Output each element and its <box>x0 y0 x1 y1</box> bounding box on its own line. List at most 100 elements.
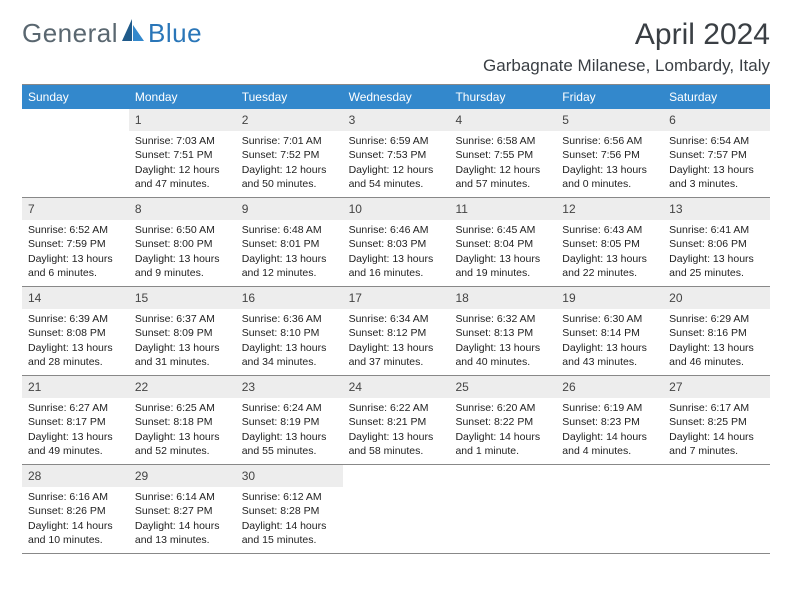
daylight-line: Daylight: 14 hours and 7 minutes. <box>669 430 764 458</box>
day-body: Sunrise: 6:43 AMSunset: 8:05 PMDaylight:… <box>556 220 663 285</box>
day-cell <box>22 109 129 197</box>
day-number: 9 <box>236 198 343 220</box>
sunrise-line: Sunrise: 6:22 AM <box>349 401 444 415</box>
daylight-line: Daylight: 12 hours and 57 minutes. <box>455 163 550 191</box>
sunrise-line: Sunrise: 6:43 AM <box>562 223 657 237</box>
sunrise-line: Sunrise: 6:37 AM <box>135 312 230 326</box>
day-body: Sunrise: 6:59 AMSunset: 7:53 PMDaylight:… <box>343 131 450 196</box>
sunset-line: Sunset: 7:59 PM <box>28 237 123 251</box>
daylight-line: Daylight: 13 hours and 43 minutes. <box>562 341 657 369</box>
day-body: Sunrise: 7:01 AMSunset: 7:52 PMDaylight:… <box>236 131 343 196</box>
empty-day <box>663 465 770 487</box>
day-number: 12 <box>556 198 663 220</box>
sunrise-line: Sunrise: 6:30 AM <box>562 312 657 326</box>
weekday-header-row: SundayMondayTuesdayWednesdayThursdayFrid… <box>22 85 770 109</box>
day-cell: 14Sunrise: 6:39 AMSunset: 8:08 PMDayligh… <box>22 287 129 375</box>
logo-text-blue: Blue <box>148 18 202 49</box>
sunrise-line: Sunrise: 6:50 AM <box>135 223 230 237</box>
day-number: 1 <box>129 109 236 131</box>
day-body: Sunrise: 6:36 AMSunset: 8:10 PMDaylight:… <box>236 309 343 374</box>
title-block: April 2024 Garbagnate Milanese, Lombardy… <box>483 18 770 76</box>
sunset-line: Sunset: 8:03 PM <box>349 237 444 251</box>
day-cell: 9Sunrise: 6:48 AMSunset: 8:01 PMDaylight… <box>236 198 343 286</box>
logo: General Blue <box>22 18 202 49</box>
day-body: Sunrise: 6:52 AMSunset: 7:59 PMDaylight:… <box>22 220 129 285</box>
daylight-line: Daylight: 13 hours and 9 minutes. <box>135 252 230 280</box>
sunset-line: Sunset: 8:10 PM <box>242 326 337 340</box>
daylight-line: Daylight: 13 hours and 34 minutes. <box>242 341 337 369</box>
sunrise-line: Sunrise: 6:45 AM <box>455 223 550 237</box>
day-body: Sunrise: 6:41 AMSunset: 8:06 PMDaylight:… <box>663 220 770 285</box>
month-title: April 2024 <box>483 18 770 52</box>
day-number: 4 <box>449 109 556 131</box>
sunrise-line: Sunrise: 6:56 AM <box>562 134 657 148</box>
week-row: 28Sunrise: 6:16 AMSunset: 8:26 PMDayligh… <box>22 465 770 554</box>
sunrise-line: Sunrise: 6:54 AM <box>669 134 764 148</box>
sunset-line: Sunset: 8:13 PM <box>455 326 550 340</box>
logo-text-general: General <box>22 18 118 49</box>
daylight-line: Daylight: 13 hours and 0 minutes. <box>562 163 657 191</box>
day-cell: 8Sunrise: 6:50 AMSunset: 8:00 PMDaylight… <box>129 198 236 286</box>
day-cell: 26Sunrise: 6:19 AMSunset: 8:23 PMDayligh… <box>556 376 663 464</box>
weekday-header: Wednesday <box>343 85 450 109</box>
day-body: Sunrise: 6:17 AMSunset: 8:25 PMDaylight:… <box>663 398 770 463</box>
day-cell <box>449 465 556 553</box>
day-cell: 22Sunrise: 6:25 AMSunset: 8:18 PMDayligh… <box>129 376 236 464</box>
day-body: Sunrise: 6:56 AMSunset: 7:56 PMDaylight:… <box>556 131 663 196</box>
sunset-line: Sunset: 8:12 PM <box>349 326 444 340</box>
sunset-line: Sunset: 8:21 PM <box>349 415 444 429</box>
day-cell: 1Sunrise: 7:03 AMSunset: 7:51 PMDaylight… <box>129 109 236 197</box>
weeks-container: 1Sunrise: 7:03 AMSunset: 7:51 PMDaylight… <box>22 109 770 554</box>
sunset-line: Sunset: 7:52 PM <box>242 148 337 162</box>
sunrise-line: Sunrise: 6:58 AM <box>455 134 550 148</box>
empty-day <box>22 109 129 131</box>
sunrise-line: Sunrise: 7:01 AM <box>242 134 337 148</box>
day-cell: 28Sunrise: 6:16 AMSunset: 8:26 PMDayligh… <box>22 465 129 553</box>
daylight-line: Daylight: 12 hours and 50 minutes. <box>242 163 337 191</box>
sunrise-line: Sunrise: 6:27 AM <box>28 401 123 415</box>
sunset-line: Sunset: 7:57 PM <box>669 148 764 162</box>
day-number: 20 <box>663 287 770 309</box>
day-number: 10 <box>343 198 450 220</box>
calendar-page: General Blue April 2024 Garbagnate Milan… <box>0 0 792 612</box>
sunset-line: Sunset: 8:05 PM <box>562 237 657 251</box>
day-number: 17 <box>343 287 450 309</box>
week-row: 14Sunrise: 6:39 AMSunset: 8:08 PMDayligh… <box>22 287 770 376</box>
sunrise-line: Sunrise: 6:16 AM <box>28 490 123 504</box>
weekday-header: Tuesday <box>236 85 343 109</box>
sunrise-line: Sunrise: 6:12 AM <box>242 490 337 504</box>
location: Garbagnate Milanese, Lombardy, Italy <box>483 56 770 76</box>
daylight-line: Daylight: 13 hours and 25 minutes. <box>669 252 764 280</box>
empty-day <box>343 465 450 487</box>
day-number: 25 <box>449 376 556 398</box>
day-body: Sunrise: 6:46 AMSunset: 8:03 PMDaylight:… <box>343 220 450 285</box>
day-cell: 11Sunrise: 6:45 AMSunset: 8:04 PMDayligh… <box>449 198 556 286</box>
daylight-line: Daylight: 14 hours and 10 minutes. <box>28 519 123 547</box>
day-body: Sunrise: 6:20 AMSunset: 8:22 PMDaylight:… <box>449 398 556 463</box>
day-cell: 4Sunrise: 6:58 AMSunset: 7:55 PMDaylight… <box>449 109 556 197</box>
sunset-line: Sunset: 8:27 PM <box>135 504 230 518</box>
day-cell: 6Sunrise: 6:54 AMSunset: 7:57 PMDaylight… <box>663 109 770 197</box>
day-cell: 15Sunrise: 6:37 AMSunset: 8:09 PMDayligh… <box>129 287 236 375</box>
daylight-line: Daylight: 14 hours and 15 minutes. <box>242 519 337 547</box>
sunset-line: Sunset: 8:19 PM <box>242 415 337 429</box>
sunrise-line: Sunrise: 6:39 AM <box>28 312 123 326</box>
day-number: 29 <box>129 465 236 487</box>
day-number: 21 <box>22 376 129 398</box>
day-body: Sunrise: 6:48 AMSunset: 8:01 PMDaylight:… <box>236 220 343 285</box>
day-cell: 20Sunrise: 6:29 AMSunset: 8:16 PMDayligh… <box>663 287 770 375</box>
day-body: Sunrise: 6:54 AMSunset: 7:57 PMDaylight:… <box>663 131 770 196</box>
day-number: 2 <box>236 109 343 131</box>
day-number: 11 <box>449 198 556 220</box>
calendar-grid: SundayMondayTuesdayWednesdayThursdayFrid… <box>22 84 770 554</box>
sunrise-line: Sunrise: 6:20 AM <box>455 401 550 415</box>
daylight-line: Daylight: 13 hours and 58 minutes. <box>349 430 444 458</box>
day-body: Sunrise: 6:29 AMSunset: 8:16 PMDaylight:… <box>663 309 770 374</box>
day-cell <box>663 465 770 553</box>
day-cell: 3Sunrise: 6:59 AMSunset: 7:53 PMDaylight… <box>343 109 450 197</box>
week-row: 7Sunrise: 6:52 AMSunset: 7:59 PMDaylight… <box>22 198 770 287</box>
sunset-line: Sunset: 8:25 PM <box>669 415 764 429</box>
day-number: 15 <box>129 287 236 309</box>
page-header: General Blue April 2024 Garbagnate Milan… <box>22 18 770 76</box>
sunset-line: Sunset: 8:28 PM <box>242 504 337 518</box>
